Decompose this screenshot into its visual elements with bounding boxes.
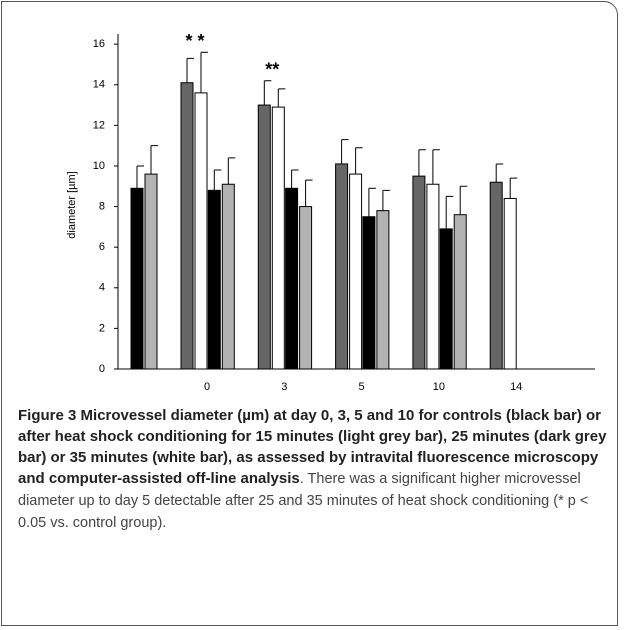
caption-label: Figure 3 bbox=[18, 407, 77, 424]
error-bar bbox=[227, 157, 236, 185]
error-bar bbox=[368, 187, 376, 217]
x-tick-label: 14 bbox=[510, 381, 522, 393]
error-bar bbox=[263, 80, 272, 106]
y-tick-label: 14 bbox=[93, 79, 105, 91]
error-bar bbox=[459, 185, 468, 215]
bar bbox=[503, 197, 517, 370]
x-tick-label: 10 bbox=[433, 381, 445, 393]
error-bar bbox=[200, 51, 208, 93]
caption: Figure 3 Microvessel diameter (µm) at da… bbox=[18, 405, 610, 534]
x-tick-label: 5 bbox=[359, 381, 365, 393]
significance-mark: ** bbox=[265, 59, 279, 79]
error-bar bbox=[382, 189, 390, 211]
error-bar bbox=[418, 149, 426, 177]
bar bbox=[299, 206, 313, 370]
y-tick-label: 6 bbox=[99, 241, 105, 253]
error-bar bbox=[186, 57, 194, 83]
error-bar bbox=[509, 177, 518, 199]
bar bbox=[271, 106, 285, 370]
bar bbox=[412, 175, 426, 370]
error-bar bbox=[355, 147, 363, 175]
y-tick-label: 16 bbox=[93, 38, 105, 50]
bar bbox=[349, 173, 363, 370]
error-bar bbox=[305, 179, 313, 207]
bar bbox=[489, 181, 503, 370]
caption-title: Microvessel diameter (µm) at day 0, 3, 5… bbox=[18, 407, 607, 487]
bar bbox=[257, 104, 271, 370]
bar bbox=[426, 183, 440, 370]
x-tick-label: 0 bbox=[204, 381, 210, 393]
error-bar bbox=[213, 169, 222, 191]
y-tick-label: 2 bbox=[99, 322, 105, 334]
error-bar bbox=[136, 165, 144, 189]
error-bar bbox=[341, 139, 349, 164]
error-bar bbox=[495, 163, 504, 183]
bar bbox=[194, 92, 208, 370]
error-bar bbox=[150, 145, 158, 175]
bar bbox=[221, 183, 235, 370]
bar bbox=[285, 187, 299, 370]
y-tick-label: 12 bbox=[93, 119, 105, 131]
bar bbox=[376, 210, 390, 370]
bar bbox=[144, 173, 158, 370]
bar bbox=[453, 214, 467, 370]
error-bar bbox=[445, 195, 454, 229]
bar bbox=[130, 187, 144, 370]
x-tick-label: 3 bbox=[281, 381, 287, 393]
y-tick-label: 4 bbox=[99, 282, 105, 294]
bar bbox=[207, 189, 221, 370]
bar bbox=[439, 228, 453, 370]
significance-mark: * * bbox=[185, 31, 204, 51]
figure-frame bbox=[1, 1, 618, 626]
y-tick-label: 0 bbox=[99, 363, 105, 375]
error-bar bbox=[432, 149, 440, 185]
error-bar bbox=[277, 88, 286, 108]
y-axis-title: diameter [µm] bbox=[66, 171, 78, 238]
bar bbox=[335, 163, 349, 370]
y-tick-label: 8 bbox=[99, 200, 105, 212]
bar bbox=[180, 82, 194, 370]
error-bar bbox=[291, 169, 299, 189]
caption-text: . There was a significant higher microve… bbox=[18, 471, 589, 531]
y-tick-label: 10 bbox=[93, 160, 105, 172]
chart: diameter [µm] 0 2 4 6 8 10 12 14 16 0 3 5 10 14 * * ** bbox=[66, 31, 595, 393]
bar bbox=[362, 216, 376, 370]
